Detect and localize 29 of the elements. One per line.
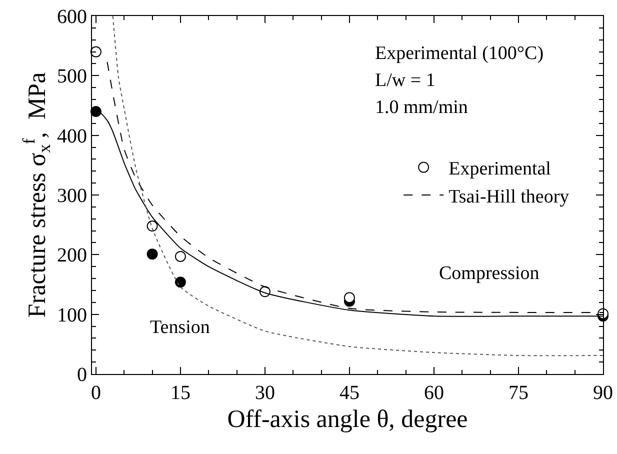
annotation: Tension bbox=[150, 317, 210, 338]
y-tick-label: 500 bbox=[57, 66, 87, 88]
y-tick-label: 400 bbox=[57, 125, 87, 148]
point bbox=[174, 250, 186, 262]
annotation: Experimental (100°C) bbox=[375, 43, 544, 64]
annotation: L/w = 1 bbox=[375, 70, 436, 91]
x-tick-label: 0 bbox=[90, 382, 101, 404]
legend-label: Experimental bbox=[448, 158, 551, 180]
x-tick-label: 60 bbox=[424, 382, 444, 404]
x-axis-title: Off-axis angle θ, degree bbox=[227, 406, 468, 433]
y-tick-label: 100 bbox=[57, 304, 87, 326]
annotation: Compression bbox=[439, 263, 540, 284]
annotation: 1.0 mm/min bbox=[375, 97, 468, 118]
x-tick-label: 90 bbox=[593, 382, 613, 404]
line-series bbox=[112, 16, 603, 356]
x-tick-label: 15 bbox=[170, 382, 190, 404]
y-tick-label: 200 bbox=[57, 244, 87, 267]
y-tick-label: 0 bbox=[77, 364, 87, 386]
point bbox=[146, 220, 158, 232]
legend-label: Tsai-Hill theory bbox=[448, 186, 570, 208]
x-tick-label: 45 bbox=[339, 382, 360, 404]
x-tick-label: 75 bbox=[508, 382, 528, 404]
point bbox=[90, 46, 102, 58]
point bbox=[146, 248, 158, 260]
x-tick-label: 30 bbox=[254, 382, 275, 404]
point bbox=[174, 276, 186, 288]
point bbox=[344, 292, 355, 304]
y-tick-label: 300 bbox=[57, 185, 87, 207]
y-tick-label: 600 bbox=[57, 6, 87, 28]
